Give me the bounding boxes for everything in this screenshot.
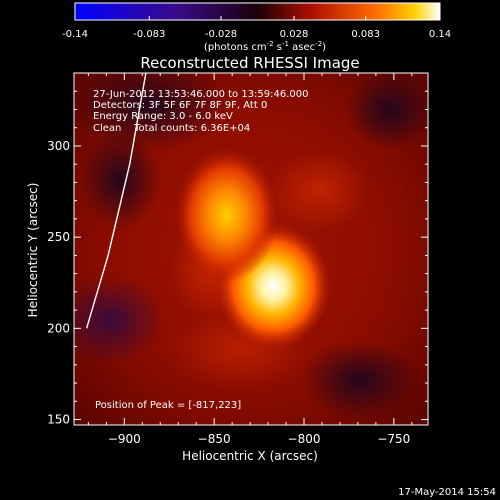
colorbar-tick-label: -0.083 [133, 29, 165, 40]
colorbar-tick-label: 0.083 [351, 29, 380, 40]
x-tick-label: −850 [198, 432, 231, 446]
colorbar-gradient [74, 2, 441, 21]
colorbar: -0.14 -0.083 -0.028 0.028 0.083 0.14 (photons… [62, 2, 451, 53]
annotation-clean-counts: Clean Total counts: 6.36E+04 [93, 123, 250, 134]
plot-area: −900 −850 −800 −750 150 200 250 300 [47, 72, 429, 446]
secondary-source [174, 147, 279, 283]
y-axis-label: Heliocentric Y (arcsec) [26, 183, 40, 318]
annotation-detectors: Detectors: 3F 5F 6F 7F 8F 9F, Att 0 [93, 100, 267, 111]
annotation-peak-position: Position of Peak = [-817,223] [95, 400, 241, 411]
chart-title: Reconstructed RHESSI Image [140, 54, 359, 72]
y-tick-label: 200 [47, 321, 70, 335]
colorbar-tick-label: -0.028 [205, 29, 237, 40]
x-tick-label: −800 [288, 432, 321, 446]
colorbar-units: (photons cm-2 s-1 asec-2) [204, 40, 326, 53]
solar-limb [85, 73, 147, 329]
footer-timestamp: 17-May-2014 15:54 [398, 487, 496, 498]
annotation-time-range: 27-Jun-2012 13:53:46.000 to 13:59:46.000 [93, 89, 309, 100]
y-tick-label: 250 [47, 230, 70, 244]
y-tick-label: 150 [47, 413, 70, 427]
annotation-energy-range: Energy Range: 3.0 - 6.0 keV [93, 111, 233, 122]
plot-frame [73, 72, 429, 426]
colorbar-tick-label: 0.14 [429, 29, 451, 40]
x-axis-label: Heliocentric X (arcsec) [182, 449, 318, 463]
annotations: 27-Jun-2012 13:53:46.000 to 13:59:46.000… [93, 89, 309, 411]
x-tick-label: −750 [377, 432, 410, 446]
x-tick-label: −900 [108, 432, 141, 446]
colorbar-tick-label: 0.028 [280, 29, 309, 40]
colorbar-tick-label: -0.14 [62, 29, 88, 40]
y-tick-label: 300 [47, 139, 70, 153]
